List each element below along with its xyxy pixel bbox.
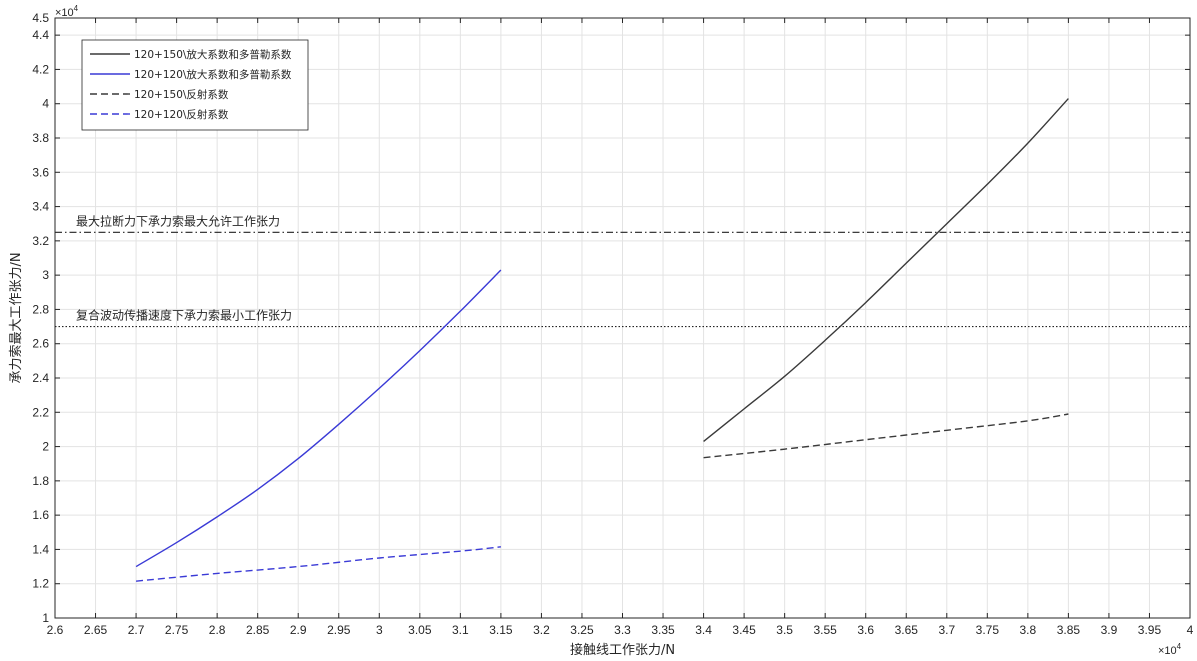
x-tick-label: 3.45: [732, 623, 756, 637]
series-line: [703, 98, 1069, 442]
series-line: [703, 413, 1069, 459]
y-tick-label: 4: [42, 97, 49, 111]
y-tick-label: 1.2: [32, 577, 49, 591]
y-tick-label: 4.5: [32, 11, 49, 25]
x-tick-label: 3.65: [895, 623, 919, 637]
x-tick-label: 3.1: [452, 623, 469, 637]
x-tick-label: 4: [1187, 623, 1194, 637]
x-tick-label: 3.5: [776, 623, 793, 637]
x-tick-label: 3.85: [1057, 623, 1081, 637]
x-tick-label: 2.95: [327, 623, 351, 637]
legend-label: 120+120\反射系数: [134, 108, 229, 121]
y-exponent-base: ×10: [55, 7, 74, 19]
y-tick-label: 4.4: [32, 28, 49, 42]
x-tick-label: 3.7: [938, 623, 955, 637]
x-tick-label: 3.15: [489, 623, 513, 637]
axis-ticks: [54, 17, 1191, 619]
y-tick-label: 1.8: [32, 474, 49, 488]
y-tick-label: 3.4: [32, 200, 49, 214]
legend-label: 120+150\放大系数和多普勒系数: [134, 48, 292, 61]
x-tick-label: 2.6: [47, 623, 64, 637]
x-tick-label: 3.8: [1020, 623, 1037, 637]
x-tick-label: 3.75: [976, 623, 1000, 637]
reference-lines: [55, 231, 1190, 328]
x-tick-label: 2.7: [128, 623, 145, 637]
x-tick-label: 3.6: [857, 623, 874, 637]
y-tick-label: 1: [42, 611, 49, 625]
x-tick-label: 3.3: [614, 623, 631, 637]
series-line: [136, 546, 501, 582]
legend: 120+150\放大系数和多普勒系数 120+120\放大系数和多普勒系数 12…: [81, 39, 309, 131]
legend-box: [81, 39, 309, 131]
series-line: [135, 269, 502, 568]
x-tick-labels: 2.6 2.65 2.7 2.75 2.8 2.85 2.9 2.95 3 3.05 3.1 3.15…: [47, 623, 1194, 637]
y-tick-label: 3.8: [32, 131, 49, 145]
x-tick-label: 3.4: [695, 623, 712, 637]
y-axis-title: 承力索最大工作张力/N: [9, 252, 24, 383]
x-exponent-power: 4: [1177, 642, 1182, 651]
x-tick-label: 2.8: [209, 623, 226, 637]
x-tick-label: 3.05: [408, 623, 432, 637]
x-tick-label: 3.35: [651, 623, 675, 637]
y-tick-label: 2: [42, 440, 49, 454]
y-tick-label: 3.6: [32, 165, 49, 179]
y-tick-labels: 1 1.2 1.4 1.6 1.8 2 2.2 2.4 2.6 2.8 3 3.2 3.4 3.6 3.8 4…: [32, 11, 49, 625]
y-tick-label: 1.6: [32, 508, 49, 522]
x-tick-label: 3.95: [1138, 623, 1162, 637]
y-tick-label: 1.4: [32, 542, 49, 556]
x-tick-label: 3.25: [570, 623, 594, 637]
y-tick-label: 2.2: [32, 405, 49, 419]
legend-label: 120+150\反射系数: [134, 88, 229, 101]
legend-item: 120+150\放大系数和多普勒系数: [90, 48, 292, 61]
legend-item: 120+120\反射系数: [90, 108, 229, 121]
series-lines: [135, 98, 1069, 582]
y-exponent-power: 4: [74, 4, 79, 13]
annotation-max-allowed-tension: 最大拉断力下承力索最大允许工作张力: [76, 213, 280, 228]
x-tick-label: 2.65: [84, 623, 108, 637]
x-axis-exponent: ×104: [1158, 642, 1182, 657]
x-tick-label: 3.55: [813, 623, 837, 637]
x-axis-title: 接触线工作张力/N: [570, 642, 675, 658]
x-tick-label: 3.9: [1101, 623, 1118, 637]
legend-item: 120+150\反射系数: [90, 88, 229, 101]
y-tick-label: 3.2: [32, 234, 49, 248]
y-tick-label: 2.4: [32, 371, 49, 385]
x-tick-label: 3: [376, 623, 383, 637]
x-tick-label: 2.85: [246, 623, 270, 637]
legend-item: 120+120\放大系数和多普勒系数: [90, 68, 292, 81]
annotation-min-working-tension: 复合波动传播速度下承力索最小工作张力: [76, 308, 292, 323]
y-tick-label: 2.6: [32, 337, 49, 351]
y-axis-exponent: ×104: [55, 4, 79, 19]
x-tick-label: 2.9: [290, 623, 307, 637]
legend-label: 120+120\放大系数和多普勒系数: [134, 68, 292, 81]
y-tick-label: 4.2: [32, 62, 49, 76]
x-tick-label: 2.75: [165, 623, 189, 637]
x-exponent-base: ×10: [1158, 645, 1177, 657]
x-tick-label: 3.2: [533, 623, 550, 637]
y-tick-label: 2.8: [32, 302, 49, 316]
y-tick-label: 3: [42, 268, 49, 282]
